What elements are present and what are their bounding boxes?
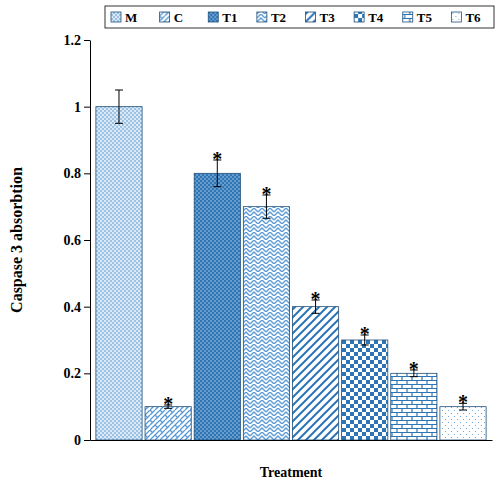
y-axis-title: Caspase 3 absorbtion [8,167,26,313]
bar [243,207,289,440]
legend-item: T4 [354,10,384,25]
legend-label: T2 [271,10,286,25]
legend-swatch [451,12,461,22]
y-tick-mark [84,440,90,441]
y-tick-mark [84,373,90,374]
annotations: * * * * * * * [163,148,468,415]
plot: 0 0.2 0.4 0.6 0.8 1 1.2 * * * * * * * [64,33,493,448]
significance-mark: * [261,183,271,205]
bar [194,173,240,440]
legend-item: C [160,10,183,25]
legend-label: T4 [368,10,384,25]
legend-item: T6 [451,10,481,25]
y-tick: 0.6 [64,233,91,248]
y-tick-mark [84,173,90,174]
y-tick: 0.8 [64,166,91,181]
y-tick: 1.2 [64,33,91,48]
bar [391,373,437,440]
legend-label: T1 [222,10,237,25]
error-bar [115,90,123,123]
y-tick: 0.2 [64,366,91,381]
significance-mark: * [409,358,419,380]
bar [342,340,388,440]
bars [96,90,486,440]
bar [292,307,338,440]
y-axis: 0 0.2 0.4 0.6 0.8 1 1.2 [64,33,91,448]
y-tick-label: 0.6 [64,233,82,248]
error-bar-line [115,90,123,123]
y-tick-label: 0.2 [64,366,82,381]
x-axis-line [91,440,493,441]
legend-label: C [174,10,183,25]
y-tick-label: 1.2 [64,33,82,48]
y-tick: 1 [74,100,90,115]
legend-label: T5 [417,10,433,25]
y-axis-line [90,41,91,441]
legend-label: T3 [320,10,336,25]
y-tick-mark [84,240,90,241]
y-tick-label: 0.4 [64,300,82,315]
legend-frame [105,6,494,28]
legend-swatch [257,12,267,22]
significance-mark: * [360,323,370,345]
legend-label: M [125,10,137,25]
legend-swatch [111,12,121,22]
significance-mark: * [311,288,321,310]
chart: 0 0.2 0.4 0.6 0.8 1 1.2 * * * * * * * Treatment Caspase… [0,0,500,499]
legend-swatch [354,12,364,22]
significance-mark: * [458,391,468,413]
y-tick-mark [84,40,90,41]
legend-item: T3 [306,10,336,25]
legend: M C T1 T2 T3 T4 T5 T6 [105,6,494,28]
legend-label: T6 [465,10,481,25]
legend-item: T1 [208,10,237,25]
legend-swatch [306,12,316,22]
y-tick-mark [84,107,90,108]
legend-item: T2 [257,10,286,25]
legend-item: M [111,10,137,25]
x-axis-title: Treatment [260,465,323,480]
legend-swatch [160,12,170,22]
y-tick: 0 [74,433,90,448]
legend-swatch [403,12,413,22]
legend-item: T5 [403,10,433,25]
significance-mark: * [212,148,222,170]
y-tick-label: 0.8 [64,166,82,181]
significance-mark: * [163,393,173,415]
y-tick-mark [84,307,90,308]
y-tick: 0.4 [64,300,91,315]
bar [96,107,142,440]
legend-swatch [208,12,218,22]
y-tick-label: 1 [74,100,81,115]
y-tick-label: 0 [74,433,81,448]
